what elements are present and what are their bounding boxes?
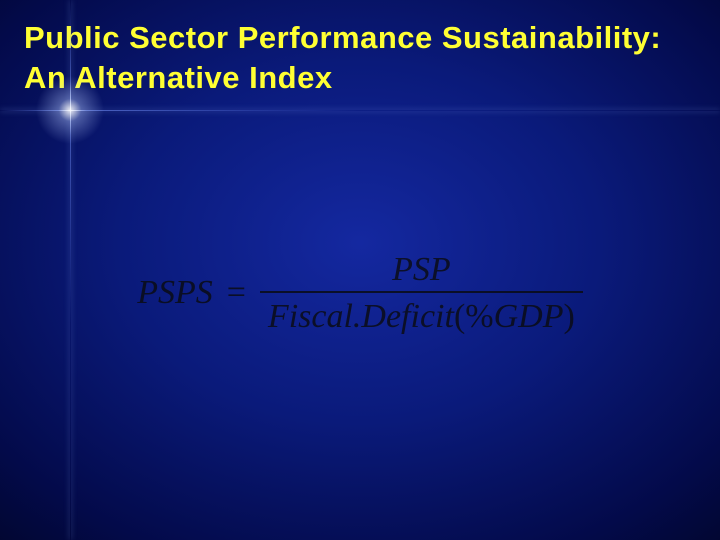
slide-title: Public Sector Performance Sustainability… (24, 18, 696, 99)
formula-equals: = (227, 274, 246, 312)
formula-den-part2: (% (454, 298, 494, 335)
decorative-flare-icon (69, 109, 71, 111)
formula-lhs: PSPS (137, 274, 213, 312)
slide-title-area: Public Sector Performance Sustainability… (0, 0, 720, 111)
formula-numerator: PSP (384, 250, 459, 291)
formula-container: PSPS = PSP Fiscal.Deficit(%GDP) (0, 250, 720, 336)
formula-denominator: Fiscal.Deficit(%GDP) (260, 293, 583, 336)
formula-den-part3: GDP (494, 298, 564, 335)
formula-den-part1: Fiscal.Deficit (268, 298, 454, 335)
formula-fraction: PSP Fiscal.Deficit(%GDP) (260, 250, 583, 336)
formula-den-part4: ) (563, 298, 574, 335)
formula: PSPS = PSP Fiscal.Deficit(%GDP) (137, 250, 583, 336)
